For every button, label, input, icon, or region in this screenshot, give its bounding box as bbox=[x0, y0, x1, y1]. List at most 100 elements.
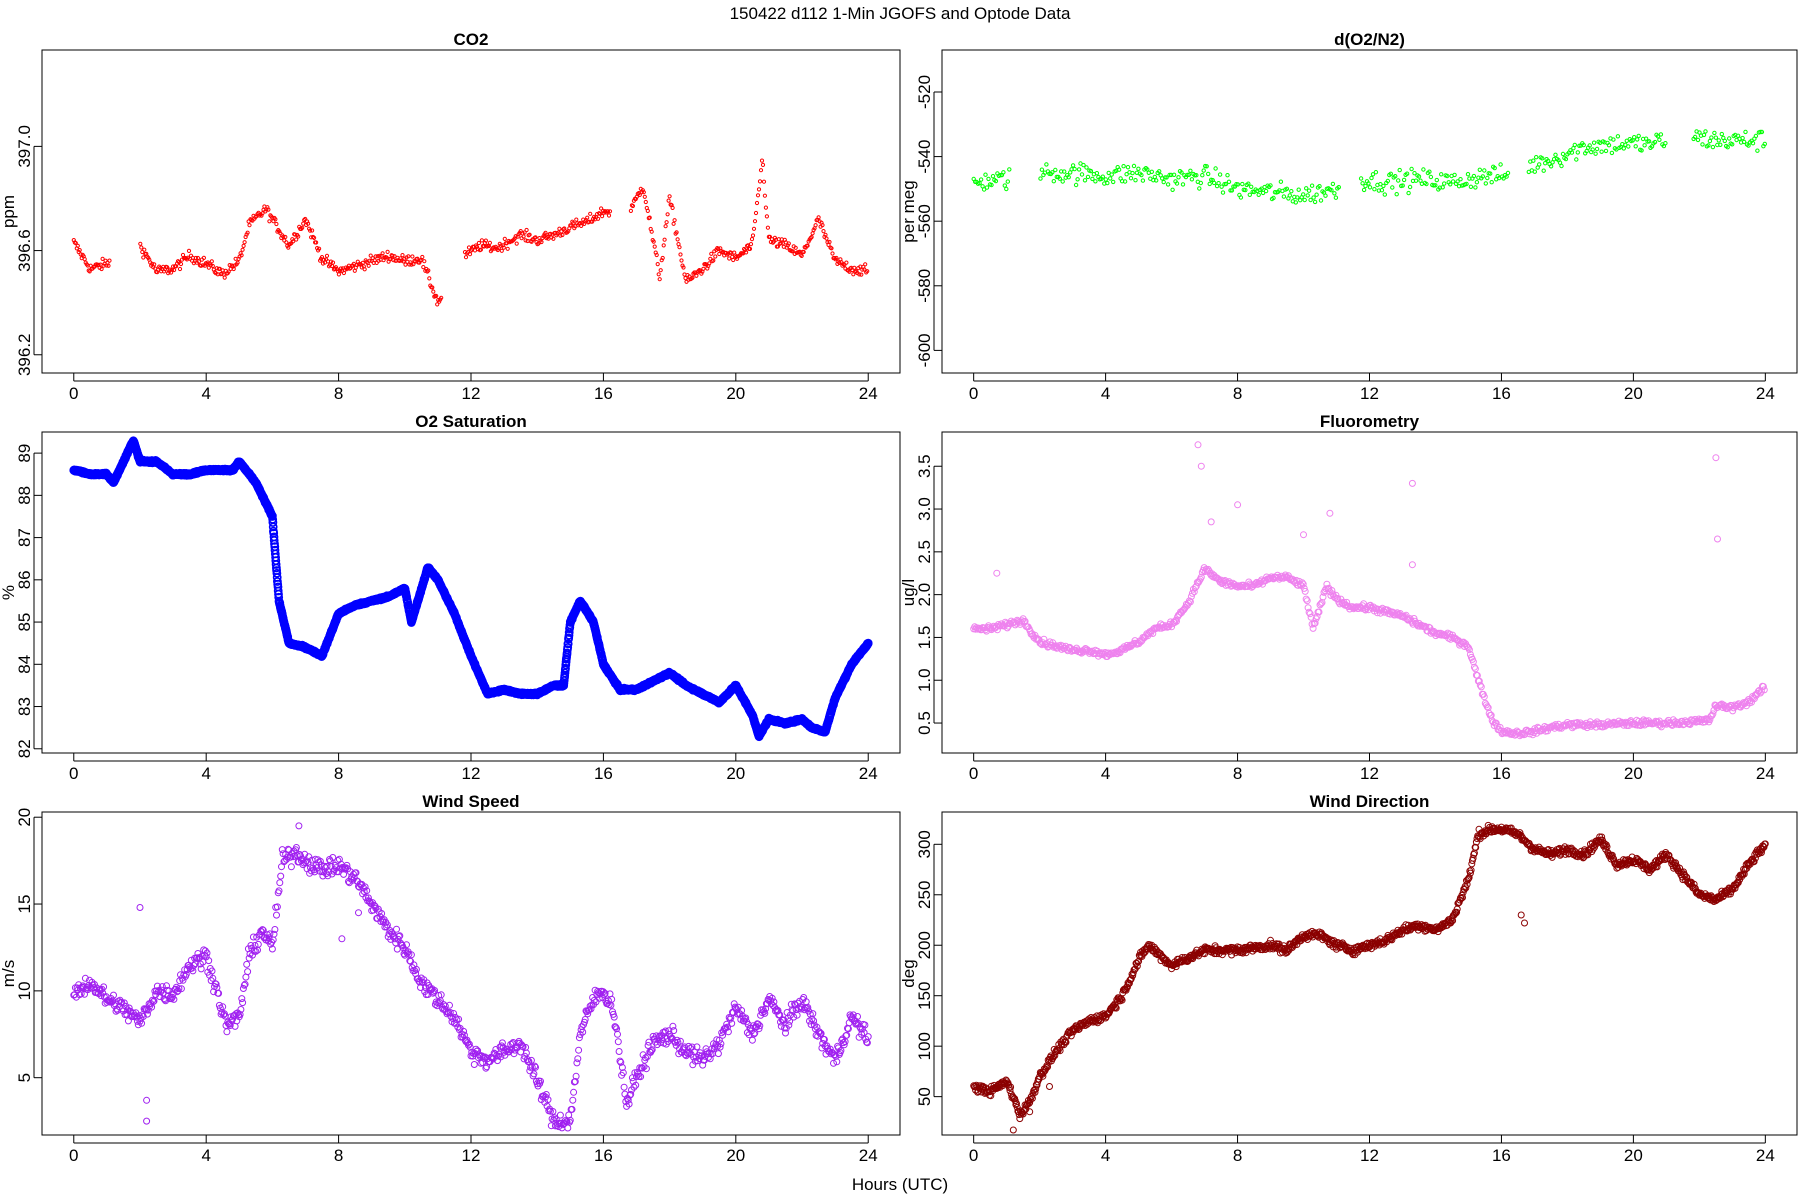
data-point bbox=[652, 244, 657, 249]
data-point bbox=[1427, 169, 1432, 174]
data-point bbox=[786, 241, 791, 246]
data-point bbox=[852, 265, 857, 270]
data-point bbox=[1575, 150, 1581, 155]
x-tick-label: 24 bbox=[1756, 384, 1775, 403]
y-tick-label: 87 bbox=[15, 528, 34, 547]
data-point bbox=[1471, 173, 1477, 179]
data-point bbox=[399, 258, 404, 263]
data-point bbox=[196, 259, 201, 264]
data-point bbox=[756, 187, 762, 192]
data-point bbox=[1663, 141, 1668, 146]
data-point bbox=[628, 208, 634, 213]
data-point bbox=[799, 253, 804, 258]
data-point bbox=[1716, 138, 1722, 143]
data-point bbox=[837, 260, 842, 265]
data-point bbox=[670, 205, 675, 210]
x-tick-label: 20 bbox=[1624, 384, 1643, 403]
data-point bbox=[1039, 167, 1045, 172]
data-point bbox=[1305, 193, 1310, 198]
data-point bbox=[981, 187, 987, 192]
data-point bbox=[656, 272, 661, 277]
data-point bbox=[1424, 181, 1429, 187]
y-tick-label: 1.0 bbox=[915, 668, 934, 692]
data-point bbox=[599, 206, 604, 211]
x-tick-label: 16 bbox=[1492, 764, 1511, 783]
y-tick-label: 2.5 bbox=[915, 540, 934, 564]
data-point bbox=[138, 241, 143, 246]
series-fluor bbox=[970, 441, 1768, 740]
data-point bbox=[675, 237, 680, 242]
data-point bbox=[330, 260, 336, 265]
data-point bbox=[543, 230, 548, 235]
data-point bbox=[821, 229, 826, 234]
data-point bbox=[1692, 134, 1698, 140]
data-point bbox=[1103, 177, 1109, 182]
data-point bbox=[763, 205, 769, 210]
data-point bbox=[1361, 187, 1367, 193]
data-point bbox=[1170, 187, 1175, 193]
x-tick-label: 8 bbox=[1233, 384, 1242, 403]
data-point bbox=[1174, 181, 1180, 186]
data-point bbox=[1235, 182, 1241, 187]
data-point bbox=[463, 255, 469, 260]
data-point bbox=[1372, 187, 1377, 192]
data-point bbox=[1084, 165, 1089, 170]
data-point bbox=[1079, 172, 1085, 177]
data-point bbox=[699, 271, 704, 276]
data-point bbox=[1396, 178, 1401, 183]
data-point bbox=[1366, 181, 1371, 186]
data-point bbox=[1492, 165, 1497, 171]
data-point bbox=[142, 247, 147, 252]
data-point bbox=[1161, 179, 1166, 185]
data-point bbox=[1278, 179, 1284, 184]
data-point bbox=[758, 168, 764, 173]
data-point bbox=[1093, 179, 1098, 184]
data-point bbox=[665, 212, 670, 217]
data-point bbox=[1171, 172, 1177, 178]
data-point bbox=[1075, 177, 1080, 182]
data-point bbox=[1220, 190, 1226, 195]
y-tick-label: 86 bbox=[15, 570, 34, 589]
data-point bbox=[439, 295, 444, 300]
data-point bbox=[574, 217, 579, 222]
data-point bbox=[1611, 137, 1616, 142]
data-point bbox=[1124, 172, 1129, 177]
data-point bbox=[1505, 170, 1511, 176]
data-point bbox=[1409, 166, 1414, 172]
data-point bbox=[790, 249, 795, 254]
data-point bbox=[658, 268, 663, 273]
data-point bbox=[1304, 186, 1309, 191]
data-point bbox=[421, 265, 426, 270]
data-point bbox=[1725, 145, 1730, 150]
x-tick-label: 24 bbox=[1756, 764, 1775, 783]
data-point bbox=[206, 265, 211, 270]
data-point bbox=[1483, 181, 1489, 186]
data-point bbox=[1289, 189, 1294, 194]
data-point bbox=[1488, 171, 1493, 176]
data-point bbox=[152, 262, 157, 267]
data-point bbox=[1109, 172, 1114, 177]
x-tick-label: 12 bbox=[462, 764, 481, 783]
data-point bbox=[1007, 167, 1012, 172]
data-point bbox=[273, 586, 283, 596]
data-point bbox=[294, 237, 299, 242]
data-point bbox=[1452, 172, 1457, 178]
data-point bbox=[1741, 139, 1747, 145]
data-point bbox=[1553, 152, 1558, 158]
data-point bbox=[765, 225, 771, 230]
data-point bbox=[1247, 192, 1253, 198]
data-point bbox=[681, 265, 686, 270]
data-point bbox=[1116, 167, 1122, 172]
data-point bbox=[1051, 179, 1057, 184]
data-point bbox=[476, 240, 481, 246]
data-point bbox=[1709, 135, 1714, 140]
data-point bbox=[663, 224, 668, 229]
data-point bbox=[1002, 183, 1007, 188]
data-point bbox=[1591, 140, 1597, 145]
data-point bbox=[1317, 184, 1322, 189]
data-point bbox=[1179, 170, 1184, 175]
data-point bbox=[501, 245, 506, 250]
data-point bbox=[983, 172, 988, 177]
data-point bbox=[1085, 174, 1091, 180]
